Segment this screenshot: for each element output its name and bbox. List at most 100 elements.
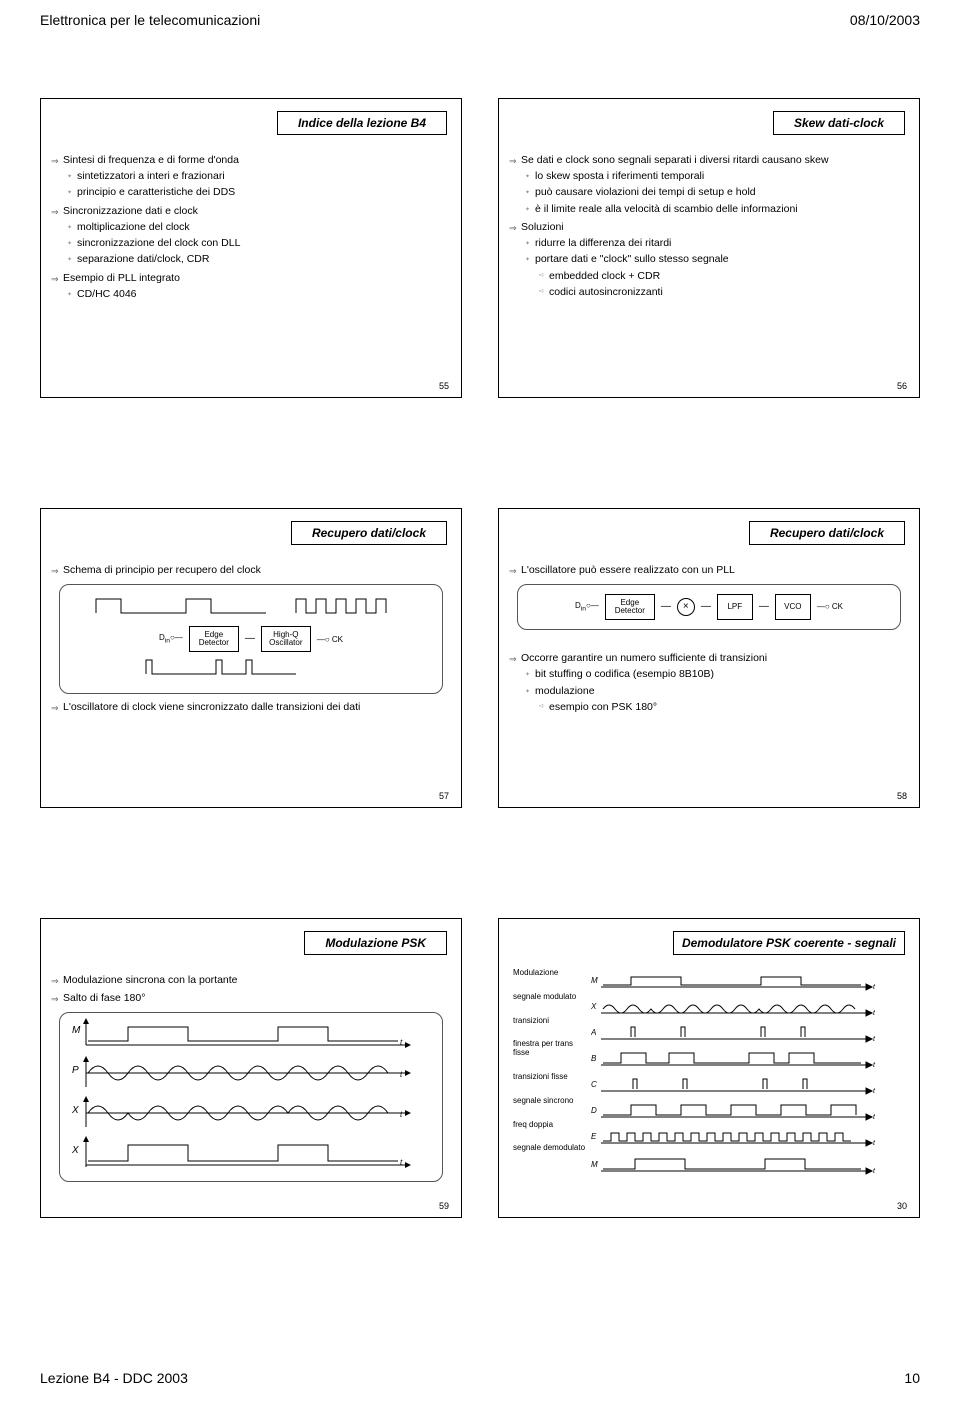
signal-label: finestra per trans fisse bbox=[513, 1040, 591, 1058]
slide-60: Demodulatore PSK coerente - segnali Modu… bbox=[498, 918, 920, 1218]
bullet: ridurre la differenza dei ritardi bbox=[513, 236, 905, 251]
bullet: è il limite reale alla velocità di scamb… bbox=[513, 202, 905, 217]
slide-number: 56 bbox=[897, 381, 907, 391]
bullet: Soluzioni bbox=[513, 220, 905, 235]
arrow-icon: — bbox=[245, 632, 255, 647]
svg-text:D: D bbox=[591, 1106, 597, 1115]
svg-text:t: t bbox=[873, 1010, 876, 1017]
block-diagram: Din○— Edge Detector — × — LPF — VCO —○ C… bbox=[517, 584, 901, 630]
block-diagram: Din○— Edge Detector — High-Q Oscillator … bbox=[59, 584, 443, 694]
signal-label: transizioni bbox=[513, 1017, 591, 1026]
axis-label: P bbox=[72, 1065, 79, 1076]
bullet: Occorre garantire un numero sufficiente … bbox=[513, 651, 905, 666]
psk-waveforms: M t P t X bbox=[68, 1015, 434, 1175]
arrow-icon: — bbox=[701, 600, 711, 615]
bullet: Modulazione sincrona con la portante bbox=[55, 973, 447, 988]
svg-text:t: t bbox=[400, 1038, 403, 1047]
svg-text:M: M bbox=[591, 1160, 598, 1169]
slide-number: 30 bbox=[897, 1201, 907, 1211]
demod-waveforms: M X A B C D E M bbox=[591, 969, 881, 1189]
multiplier-icon: × bbox=[677, 598, 695, 616]
svg-text:t: t bbox=[873, 984, 876, 991]
slide-number: 57 bbox=[439, 791, 449, 801]
bullet: Sintesi di frequenza e di forme d'onda bbox=[55, 153, 447, 168]
svg-text:t: t bbox=[400, 1070, 403, 1079]
bullet: Salto di fase 180° bbox=[55, 991, 447, 1006]
svg-text:t: t bbox=[400, 1110, 403, 1119]
bullet: Esempio di PLL integrato bbox=[55, 271, 447, 286]
svg-text:t: t bbox=[873, 1114, 876, 1121]
slide-55: Indice della lezione B4 Sintesi di frequ… bbox=[40, 98, 462, 398]
svg-text:M: M bbox=[591, 976, 598, 985]
arrow-icon: — bbox=[661, 600, 671, 615]
svg-text:C: C bbox=[591, 1080, 597, 1089]
signal-label: Modulazione bbox=[513, 969, 591, 978]
signal-label: segnale demodulato bbox=[513, 1144, 591, 1153]
slide-title: Recupero dati/clock bbox=[749, 521, 905, 545]
bullet: Sincronizzazione dati e clock bbox=[55, 204, 447, 219]
axis-label: M bbox=[72, 1025, 81, 1036]
square-wave-icon bbox=[66, 591, 436, 621]
slide-59: Modulazione PSK Modulazione sincrona con… bbox=[40, 918, 462, 1218]
slide-57: Recupero dati/clock Schema di principio … bbox=[40, 508, 462, 808]
bullet: principio e caratteristiche dei DDS bbox=[55, 185, 447, 200]
bullet: portare dati e "clock" sullo stesso segn… bbox=[513, 252, 905, 267]
bullet: sintetizzatori a interi e frazionari bbox=[55, 169, 447, 184]
header-left: Elettronica per le telecomunicazioni bbox=[40, 12, 260, 28]
pulse-wave-icon bbox=[66, 652, 436, 682]
ck-label: —○ CK bbox=[817, 601, 843, 613]
header-right: 08/10/2003 bbox=[850, 12, 920, 28]
svg-text:t: t bbox=[873, 1168, 876, 1175]
bullet: moltiplicazione del clock bbox=[55, 220, 447, 235]
bullet: L'oscillatore di clock viene sincronizza… bbox=[55, 700, 447, 715]
bullet: modulazione bbox=[513, 684, 905, 699]
bullet: Se dati e clock sono segnali separati i … bbox=[513, 153, 905, 168]
din-label: Din○— bbox=[575, 600, 599, 614]
lpf-block: LPF bbox=[717, 594, 753, 620]
bullet: L'oscillatore può essere realizzato con … bbox=[513, 563, 905, 578]
signal-label: freq doppia bbox=[513, 1121, 591, 1130]
axis-label: X bbox=[71, 1105, 79, 1116]
svg-text:B: B bbox=[591, 1054, 597, 1063]
edge-detector-block: Edge Detector bbox=[189, 626, 239, 652]
slide-number: 58 bbox=[897, 791, 907, 801]
arrow-icon: — bbox=[759, 600, 769, 615]
bullet: codici autosincronizzanti bbox=[513, 285, 905, 300]
slide-number: 55 bbox=[439, 381, 449, 391]
bullet: esempio con PSK 180° bbox=[513, 700, 905, 715]
bullet: Schema di principio per recupero del clo… bbox=[55, 563, 447, 578]
din-label: Din○— bbox=[159, 632, 183, 646]
bullet: lo skew sposta i riferimenti temporali bbox=[513, 169, 905, 184]
signal-label: segnale modulato bbox=[513, 993, 591, 1002]
bullet: bit stuffing o codifica (esempio 8B10B) bbox=[513, 667, 905, 682]
oscillator-block: High-Q Oscillator bbox=[261, 626, 311, 652]
signal-label: segnale sincrono bbox=[513, 1097, 591, 1106]
svg-text:A: A bbox=[591, 1028, 596, 1037]
edge-detector-block: Edge Detector bbox=[605, 594, 655, 620]
svg-text:t: t bbox=[873, 1088, 876, 1095]
bullet: separazione dati/clock, CDR bbox=[55, 252, 447, 267]
slide-56: Skew dati-clock Se dati e clock sono seg… bbox=[498, 98, 920, 398]
vco-block: VCO bbox=[775, 594, 811, 620]
slide-number: 59 bbox=[439, 1201, 449, 1211]
svg-text:t: t bbox=[400, 1158, 403, 1167]
svg-text:t: t bbox=[873, 1036, 876, 1043]
svg-text:t: t bbox=[873, 1140, 876, 1147]
slide-title: Indice della lezione B4 bbox=[277, 111, 447, 135]
slide-title: Modulazione PSK bbox=[304, 931, 447, 955]
slide-title: Demodulatore PSK coerente - segnali bbox=[673, 931, 905, 955]
bullet: sincronizzazione del clock con DLL bbox=[55, 236, 447, 251]
signal-label: transizioni fisse bbox=[513, 1073, 591, 1082]
slide-title: Skew dati-clock bbox=[773, 111, 905, 135]
axis-label: X bbox=[71, 1145, 79, 1156]
svg-text:E: E bbox=[591, 1132, 597, 1141]
footer-right: 10 bbox=[904, 1370, 920, 1386]
slide-58: Recupero dati/clock L'oscillatore può es… bbox=[498, 508, 920, 808]
ck-label: —○ CK bbox=[317, 634, 343, 646]
svg-text:t: t bbox=[873, 1062, 876, 1069]
svg-text:X: X bbox=[591, 1002, 597, 1011]
bullet: può causare violazioni dei tempi di setu… bbox=[513, 185, 905, 200]
slide-title: Recupero dati/clock bbox=[291, 521, 447, 545]
footer-left: Lezione B4 - DDC 2003 bbox=[40, 1370, 188, 1386]
bullet: embedded clock + CDR bbox=[513, 269, 905, 284]
